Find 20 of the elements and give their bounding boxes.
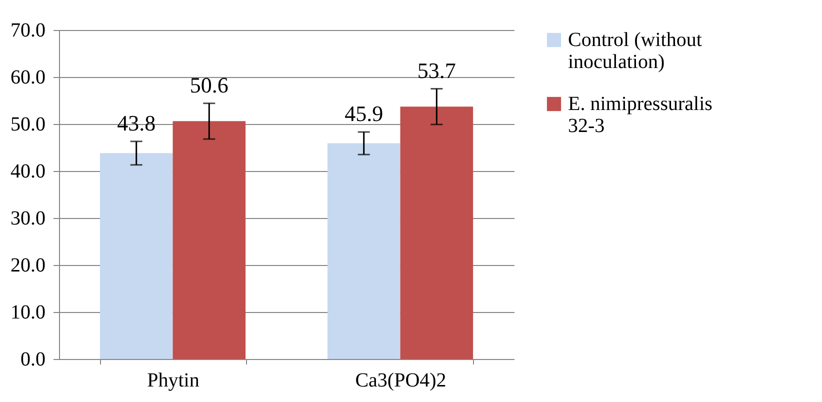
bar (172, 121, 246, 359)
data-label: 50.6 (190, 72, 228, 98)
data-label: 45.9 (344, 100, 384, 126)
bar (327, 143, 400, 359)
legend-label: Control (without inoculation) (568, 29, 702, 73)
y-tick-label: 50.0 (10, 114, 46, 136)
y-tick-label: 10.0 (10, 302, 46, 324)
y-tick-label: 70.0 (10, 20, 46, 42)
bar (100, 153, 173, 359)
data-label: 43.8 (117, 110, 156, 136)
legend-label: E. nimipressuralis 32-3 (568, 93, 713, 137)
y-tick-label: 20.0 (10, 254, 46, 276)
y-tick-label: 60.0 (10, 66, 46, 88)
y-tick-label: 30.0 (10, 208, 46, 230)
x-tick-label: Phytin (147, 370, 200, 392)
y-tick-label: 40.0 (10, 160, 46, 182)
data-label: 53.7 (417, 58, 456, 83)
y-tick-label: 0.0 (20, 348, 46, 370)
bar (400, 106, 474, 359)
x-tick-label: Ca3(PO4)2 (355, 370, 446, 392)
